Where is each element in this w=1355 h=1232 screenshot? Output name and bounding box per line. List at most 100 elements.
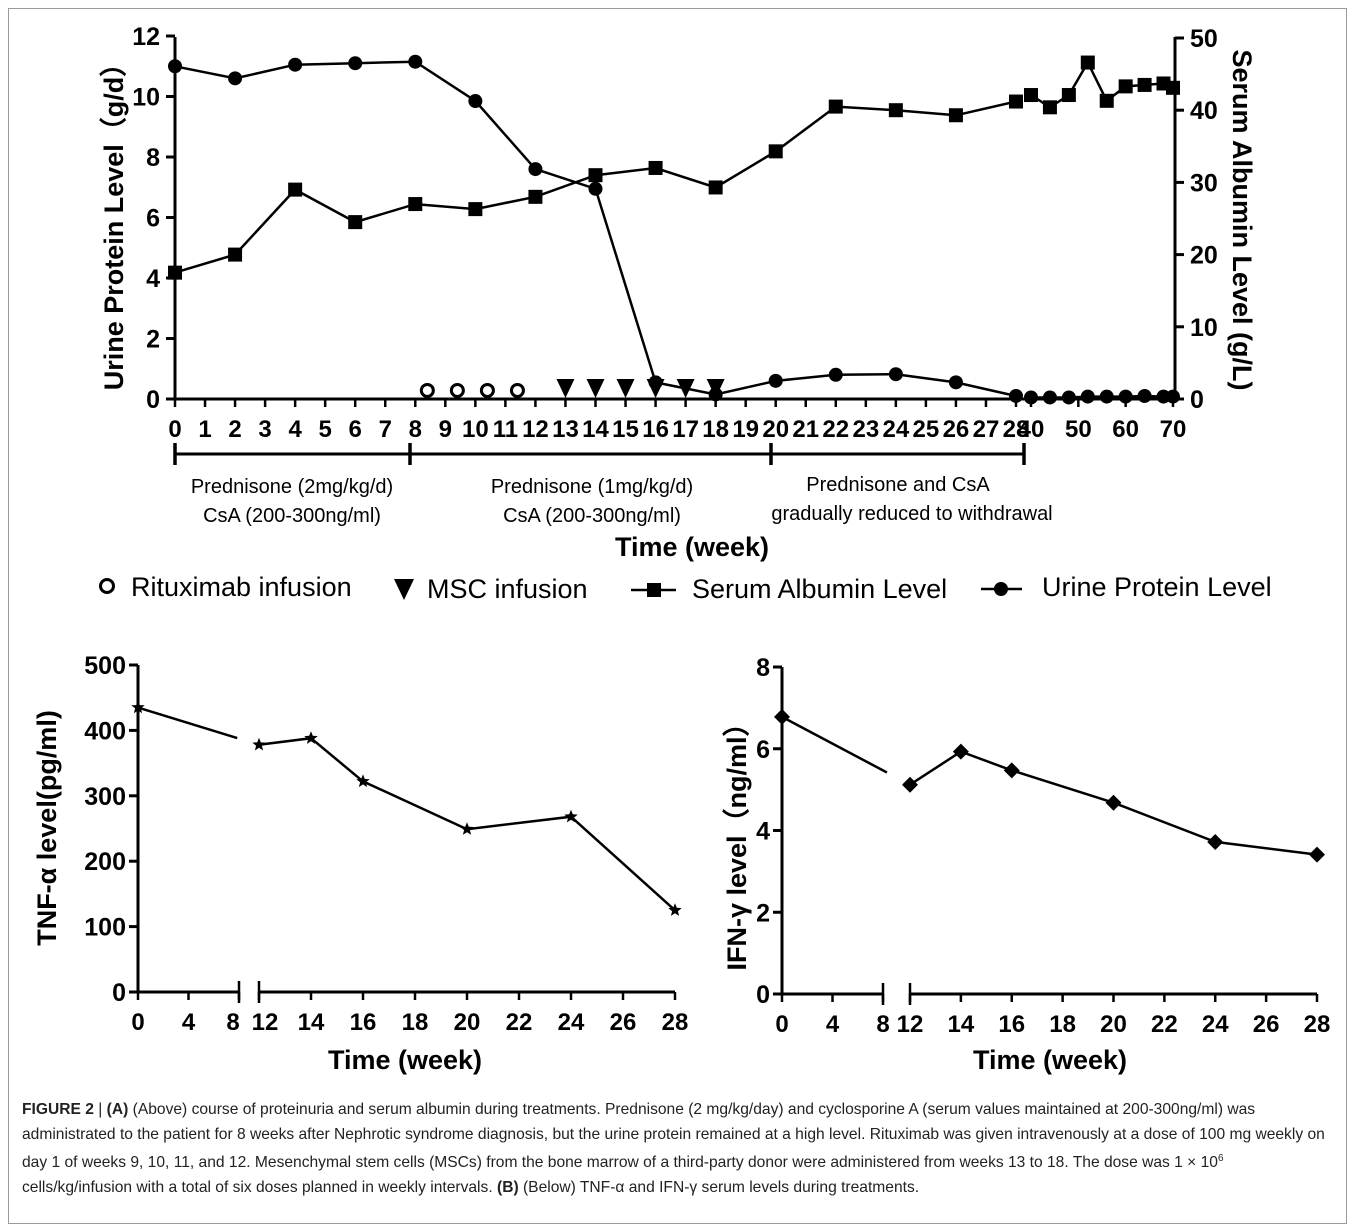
x-tick-label: 23: [852, 416, 879, 443]
y-axis-label-right: Serum Albumin Level (g/L): [1227, 49, 1257, 390]
tnf-x-tick-label: 16: [350, 1009, 377, 1036]
y-right-tick-label: 0: [1190, 386, 1204, 414]
serum-albumin-point: [228, 247, 243, 262]
rituximab-infusion-point: [449, 382, 465, 398]
serum-albumin-point: [648, 160, 663, 175]
serum-albumin-point: [1024, 88, 1038, 103]
x-tick-label: 22: [822, 416, 849, 443]
serum-albumin-point: [1008, 94, 1023, 109]
y-right-tick-label: 40: [1190, 97, 1218, 125]
urine-protein-point: [468, 94, 483, 109]
y-left-tick-label: 2: [146, 326, 160, 354]
y-right-tick-label: 50: [1190, 25, 1218, 53]
urine-protein-point: [1099, 389, 1114, 404]
ifn-x-tick-label: 16: [998, 1011, 1025, 1038]
x-tick-label: 70: [1160, 416, 1187, 443]
msc-infusion-point: [556, 378, 575, 398]
urine-protein-point: [288, 57, 303, 72]
serum-albumin-point: [1118, 79, 1133, 94]
x-tick-label: 16: [642, 416, 669, 443]
figure-frame: [8, 8, 1347, 1224]
caption-text-a: (Above) course of proteinuria and serum …: [22, 1101, 1325, 1172]
phase-1-line-2: CsA (200-300ng/ml): [203, 505, 381, 527]
tnf-x-tick-label: 24: [558, 1009, 585, 1036]
ifn-x-tick-label: 14: [948, 1011, 975, 1038]
serum-albumin-point: [768, 144, 783, 159]
urine-protein-point: [948, 375, 963, 390]
y-left-tick-label: 12: [132, 23, 160, 51]
msc-infusion-point: [586, 378, 605, 398]
phase-3-line-2: gradually reduced to withdrawal: [771, 503, 1052, 525]
msc-infusion-point: [616, 378, 635, 398]
serum-albumin-point: [528, 189, 543, 204]
legend-urine-marker: [994, 582, 1008, 596]
ifn-y-tick-label: 2: [756, 899, 770, 927]
urine-protein-point: [1080, 389, 1095, 404]
rituximab-infusion-point: [479, 382, 495, 398]
x-axis-label: Time (week): [615, 532, 769, 562]
caption-figure-label: FIGURE 2: [22, 1101, 94, 1118]
urine-protein-point: [768, 373, 783, 388]
urine-protein-point: [228, 71, 243, 86]
legend-rituximab-label: Rituximab infusion: [131, 572, 352, 602]
urine-protein-point: [348, 56, 363, 71]
tnf-x-axis-label: Time (week): [328, 1045, 482, 1075]
tnf-point: [668, 903, 682, 916]
y-right-tick-label: 30: [1190, 169, 1218, 197]
x-tick-label: 0: [168, 416, 181, 443]
x-tick-label: 1: [198, 416, 211, 443]
ifn-x-tick-label: 20: [1100, 1011, 1127, 1038]
ifn-point: [1003, 762, 1020, 779]
ifn-line: [909, 750, 1318, 856]
x-tick-label: 18: [702, 416, 729, 443]
x-tick-label: 4: [288, 416, 302, 443]
ifn-x-tick-label: 0: [775, 1011, 788, 1038]
serum-albumin-point: [1080, 55, 1095, 70]
ifn-x-tick-label: 18: [1049, 1011, 1076, 1038]
urine-protein-point: [528, 162, 543, 177]
ifn-point: [1105, 794, 1122, 811]
tnf-x-tick-label: 20: [454, 1009, 481, 1036]
tnf-x-tick-label: 26: [610, 1009, 637, 1036]
serum-albumin-point: [588, 168, 603, 183]
phase-2-line-1: Prednisone (1mg/kg/d): [491, 476, 693, 498]
caption-b-tag: (B): [497, 1178, 519, 1196]
ifn-x-tick-label: 4: [826, 1011, 840, 1038]
serum-albumin-point: [168, 265, 182, 280]
ifn-point: [952, 743, 969, 760]
x-tick-label: 10: [462, 416, 489, 443]
ifn-y-tick-label: 8: [756, 654, 770, 682]
serum-albumin-point: [1042, 100, 1057, 115]
urine-protein-point: [1137, 388, 1152, 403]
y-left-tick-label: 0: [146, 386, 160, 414]
x-tick-label: 6: [349, 416, 362, 443]
y-left-tick-label: 4: [146, 265, 160, 293]
urine-protein-point: [1008, 388, 1023, 403]
x-tick-label: 8: [409, 416, 422, 443]
tnf-x-tick-label: 28: [662, 1009, 689, 1036]
x-tick-label: 2: [228, 416, 241, 443]
x-tick-label: 7: [379, 416, 392, 443]
ifn-y-axis-label: IFN-γ level（ng/ml）: [722, 709, 752, 970]
x-tick-label: 15: [612, 416, 639, 443]
tnf-x-tick-label: 4: [182, 1009, 196, 1036]
urine-protein-point: [588, 181, 603, 196]
tnf-x-tick-label: 12: [252, 1009, 279, 1036]
x-tick-label: 13: [552, 416, 579, 443]
tnf-y-tick-label: 200: [84, 848, 126, 876]
y-axis-label-left: Urine Protein Level（g/d）: [99, 50, 129, 391]
legend-urine-label: Urine Protein Level: [1042, 572, 1272, 602]
x-tick-label: 26: [943, 416, 970, 443]
serum-albumin-point: [468, 202, 483, 217]
y-left-tick-label: 6: [146, 205, 160, 233]
x-tick-label: 9: [439, 416, 452, 443]
rituximab-infusion-point: [509, 382, 525, 398]
x-tick-label: 28: [1003, 416, 1030, 443]
phase-1-line-1: Prednisone (2mg/kg/d): [191, 476, 393, 498]
urine-protein-point: [1165, 389, 1180, 404]
ifn-y-tick-label: 4: [756, 818, 770, 846]
x-tick-label: 20: [762, 416, 789, 443]
ifn-x-tick-label: 12: [897, 1011, 924, 1038]
caption-a-tag: (A): [106, 1101, 129, 1118]
legend-rituximab-marker: [99, 578, 115, 594]
